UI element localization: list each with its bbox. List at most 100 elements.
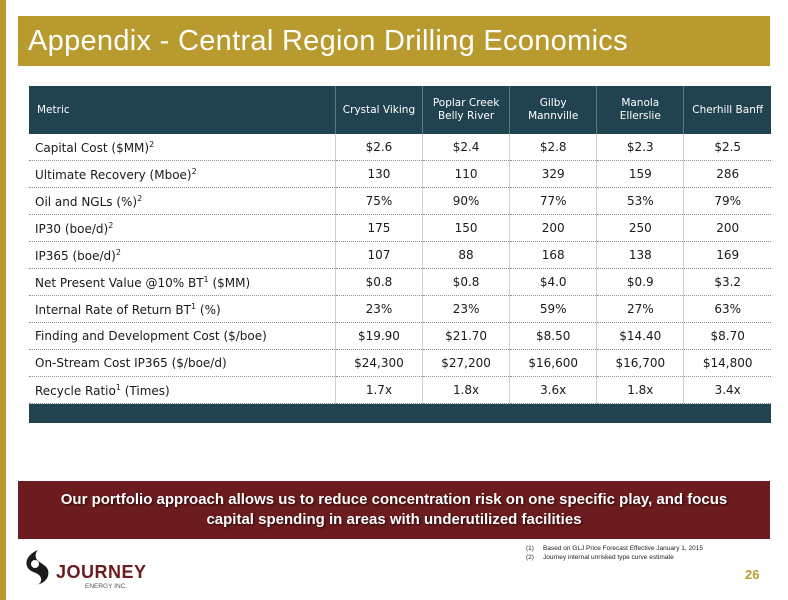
footnote-text: Journey internal unrisked type curve est…	[543, 554, 674, 561]
header-line: Mannville	[528, 110, 579, 122]
header-gilby-mannville: Gilby Mannville	[509, 86, 598, 134]
metric-label-suffix: (%)	[196, 302, 221, 317]
metric-label: Net Present Value @10% BT	[35, 275, 204, 290]
journey-logo: JOURNEY ENERGY INC.	[22, 548, 172, 592]
metric-cell: On-Stream Cost IP365 ($/boe/d)	[29, 349, 336, 377]
value-cell: $24,300	[335, 349, 424, 377]
value-cell: 23%	[335, 295, 424, 323]
value-cell: $2.6	[335, 134, 424, 161]
logo-subtitle: ENERGY INC.	[85, 583, 128, 590]
footnote-marker: 2	[108, 220, 114, 230]
value-cell: 138	[596, 241, 685, 269]
value-cell: 250	[596, 214, 685, 242]
metric-label-suffix: ($MM)	[208, 275, 251, 290]
value-cell: 1.7x	[335, 376, 424, 404]
metric-cell: Ultimate Recovery (Mboe)2	[29, 160, 336, 188]
table-row: Finding and Development Cost ($/boe) $19.…	[29, 322, 771, 350]
value-cell: $2.5	[683, 134, 771, 161]
value-cell: 168	[509, 241, 598, 269]
footnote-text: Based on GLJ Price Forecast Effective Ja…	[543, 545, 703, 552]
value-cell: $16,700	[596, 349, 685, 377]
drilling-economics-table: Metric Crystal Viking Poplar Creek Belly…	[29, 86, 771, 423]
value-cell: 75%	[335, 187, 424, 215]
footnote-marker: 1	[190, 301, 197, 311]
title-band: Appendix - Central Region Drilling Econo…	[18, 16, 770, 66]
value-cell: $8.70	[683, 322, 771, 350]
value-cell: 107	[335, 241, 424, 269]
metric-cell: Net Present Value @10% BT1 ($MM)	[29, 268, 336, 296]
value-cell: $27,200	[422, 349, 511, 377]
value-cell: 79%	[683, 187, 771, 215]
value-cell: 77%	[509, 187, 598, 215]
footnote: (1) Based on GLJ Price Forecast Effectiv…	[526, 544, 766, 553]
value-cell: 88	[422, 241, 511, 269]
table-row: Net Present Value @10% BT1 ($MM) $0.8 $0.8…	[29, 268, 771, 296]
metric-cell: Internal Rate of Return BT1 (%)	[29, 295, 336, 323]
value-cell: 175	[335, 214, 424, 242]
metric-label: On-Stream Cost IP365 ($/boe/d)	[35, 356, 227, 370]
footnote-number: (1)	[526, 545, 534, 552]
header-poplar-creek-belly-river: Poplar Creek Belly River	[422, 86, 511, 134]
logo-mark-icon	[26, 550, 49, 585]
table-row: IP30 (boe/d)2 175 150 200 250 200	[29, 214, 771, 242]
value-cell: $4.0	[509, 268, 598, 296]
header-cherhill-banff: Cherhill Banff	[683, 86, 771, 134]
value-cell: $14,800	[683, 349, 771, 377]
value-cell: 90%	[422, 187, 511, 215]
value-cell: 3.6x	[509, 376, 598, 404]
value-cell: $0.8	[335, 268, 424, 296]
value-cell: $3.2	[683, 268, 771, 296]
metric-label-suffix: (Times)	[120, 383, 170, 398]
value-cell: 59%	[509, 295, 598, 323]
value-cell: 63%	[683, 295, 771, 323]
metric-cell: Oil and NGLs (%)2	[29, 187, 336, 215]
metric-label: Recycle Ratio	[35, 383, 116, 398]
metric-label: IP365 (boe/d)	[35, 248, 116, 263]
metric-label: Finding and Development Cost ($/boe)	[35, 329, 267, 343]
page-number: 26	[745, 567, 760, 582]
footnote-number: (2)	[526, 554, 534, 561]
value-cell: 159	[596, 160, 685, 188]
footnote: (2) Journey internal unrisked type curve…	[526, 553, 766, 562]
value-cell: $16,600	[509, 349, 598, 377]
value-cell: $14.40	[596, 322, 685, 350]
footnote-marker: 2	[137, 193, 143, 203]
footnote-marker: 2	[149, 139, 155, 149]
value-cell: 200	[509, 214, 598, 242]
left-accent-bar	[0, 0, 6, 600]
metric-label: Oil and NGLs (%)	[35, 194, 138, 209]
value-cell: $8.50	[509, 322, 598, 350]
header-manola-ellerslie: Manola Ellerslie	[596, 86, 685, 134]
footnote-marker: 1	[115, 382, 121, 392]
footnote-marker: 2	[191, 166, 197, 176]
metric-cell: IP30 (boe/d)2	[29, 214, 336, 242]
value-cell: $0.8	[422, 268, 511, 296]
value-cell: 286	[683, 160, 771, 188]
callout-banner: Our portfolio approach allows us to redu…	[18, 481, 770, 539]
value-cell: 1.8x	[596, 376, 685, 404]
value-cell: 110	[422, 160, 511, 188]
metric-cell: Capital Cost ($MM)2	[29, 134, 336, 161]
value-cell: 200	[683, 214, 771, 242]
value-cell: 329	[509, 160, 598, 188]
value-cell: 130	[335, 160, 424, 188]
value-cell: $21.70	[422, 322, 511, 350]
table-row: Ultimate Recovery (Mboe)2 130 110 329 159 286	[29, 160, 771, 188]
metric-cell: Recycle Ratio1 (Times)	[29, 376, 336, 404]
value-cell: $0.9	[596, 268, 685, 296]
callout-text: Our portfolio approach allows us to redu…	[60, 491, 728, 528]
value-cell: $2.4	[422, 134, 511, 161]
header-line: Belly River	[437, 110, 495, 122]
value-cell: 3.4x	[683, 376, 771, 404]
table-row: IP365 (boe/d)2 107 88 168 138 169	[29, 241, 771, 269]
table-row: On-Stream Cost IP365 ($/boe/d) $24,300 $27…	[29, 349, 771, 377]
value-cell: 1.8x	[422, 376, 511, 404]
metric-label: Capital Cost ($MM)	[35, 140, 150, 155]
logo-wordmark: JOURNEY	[56, 562, 147, 582]
metric-label: IP30 (boe/d)	[35, 221, 109, 236]
header-metric: Metric	[29, 86, 336, 134]
header-line: Ellerslie	[619, 110, 661, 122]
value-cell: 150	[422, 214, 511, 242]
value-cell: 27%	[596, 295, 685, 323]
table-footer-band	[29, 403, 771, 423]
